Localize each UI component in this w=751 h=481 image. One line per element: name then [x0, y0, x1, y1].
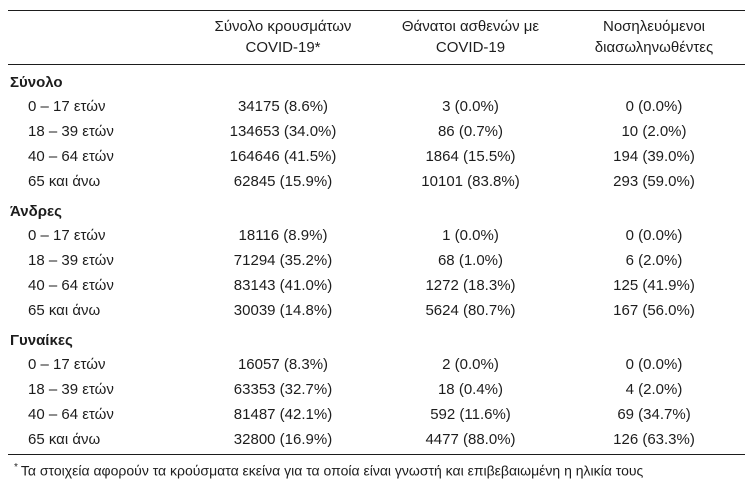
cases-cell: 164646 (41.5%) — [229, 148, 337, 165]
age-label-cell: 0 – 17 ετών — [28, 227, 106, 244]
intubated-cell: 126 (63.3%) — [613, 431, 695, 448]
table-row: 18 – 39 ετών 63353 (32.7%) 18 (0.4%) 4 (… — [8, 377, 745, 402]
intubated-cell: 10 (2.0%) — [621, 123, 687, 140]
column-header-total-cases: Σύνολο κρουσμάτων COVID-19* — [188, 10, 378, 65]
column-header-deaths: Θάνατοι ασθενών με COVID-19 — [378, 10, 563, 65]
table-row: 40 – 64 ετών 81487 (42.1%) 592 (11.6%) 6… — [8, 402, 745, 427]
covid-age-stats-table: Σύνολο κρουσμάτων COVID-19* Θάνατοι ασθε… — [8, 10, 745, 455]
cases-cell: 18116 (8.9%) — [238, 227, 328, 244]
age-label-cell: 65 και άνω — [28, 173, 101, 190]
cases-cell: 16057 (8.3%) — [237, 356, 329, 373]
deaths-cell: 1272 (18.3%) — [425, 277, 516, 294]
column-header-intubated-line1: Νοσηλευόμενοι — [602, 18, 705, 35]
column-header-intubated: Νοσηλευόμενοι διασωληνωθέντες — [563, 10, 745, 65]
table-row: 40 – 64 ετών 164646 (41.5%) 1864 (15.5%)… — [8, 144, 745, 169]
group-label: Γυναίκες — [10, 332, 73, 349]
intubated-cell: 6 (2.0%) — [625, 252, 683, 269]
deaths-cell: 4477 (88.0%) — [425, 431, 516, 448]
age-label-cell: 40 – 64 ετών — [28, 148, 114, 165]
age-label-cell: 18 – 39 ετών — [28, 252, 114, 269]
intubated-cell: 0 (0.0%) — [625, 356, 683, 373]
table-row: 65 και άνω 62845 (15.9%) 10101 (83.8%) 2… — [8, 169, 745, 194]
intubated-cell: 4 (2.0%) — [625, 381, 683, 398]
intubated-cell: 194 (39.0%) — [613, 148, 695, 165]
age-label-cell: 18 – 39 ετών — [28, 123, 114, 140]
cases-cell: 30039 (14.8%) — [233, 302, 333, 319]
deaths-cell: 68 (1.0%) — [437, 252, 504, 269]
intubated-cell: 167 (56.0%) — [613, 302, 695, 319]
deaths-cell: 592 (11.6%) — [430, 406, 511, 423]
cases-cell: 63353 (32.7%) — [233, 381, 333, 398]
cases-cell: 32800 (16.9%) — [233, 431, 333, 448]
intubated-cell: 69 (34.7%) — [617, 406, 691, 423]
column-header-deaths-line2: COVID-19 — [435, 39, 506, 56]
age-label-cell: 65 και άνω — [28, 431, 101, 448]
age-label-cell: 40 – 64 ετών — [28, 406, 114, 423]
cases-cell: 62845 (15.9%) — [233, 173, 333, 190]
intubated-cell: 125 (41.9%) — [613, 277, 695, 294]
table-row: 18 – 39 ετών 134653 (34.0%) 86 (0.7%) 10… — [8, 119, 745, 144]
row-label-column-header — [8, 10, 188, 65]
age-label-cell: 65 και άνω — [28, 302, 101, 319]
cases-cell: 134653 (34.0%) — [229, 123, 337, 140]
deaths-cell: 86 (0.7%) — [437, 123, 504, 140]
age-label-cell: 40 – 64 ετών — [28, 277, 114, 294]
intubated-cell: 293 (59.0%) — [613, 173, 695, 190]
column-header-total-cases-line1: Σύνολο κρουσμάτων — [214, 18, 352, 35]
column-header-total-cases-line2: COVID-19* — [245, 39, 321, 56]
table-row: 65 και άνω 30039 (14.8%) 5624 (80.7%) 16… — [8, 298, 745, 323]
footnote: * Τα στοιχεία αφορούν τα κρούσματα εκείνα… — [8, 455, 751, 480]
footnote-text: Τα στοιχεία αφορούν τα κρούσματα εκείνα … — [20, 462, 644, 479]
deaths-cell: 1 (0.0%) — [442, 227, 499, 244]
deaths-cell: 5624 (80.7%) — [425, 302, 516, 319]
cases-cell: 81487 (42.1%) — [233, 406, 333, 423]
age-label-cell: 0 – 17 ετών — [28, 98, 106, 115]
group-header-row-total: Σύνολο — [8, 65, 745, 95]
footnote-asterisk: * — [14, 462, 18, 473]
table-row: 18 – 39 ετών 71294 (35.2%) 68 (1.0%) 6 (… — [8, 248, 745, 273]
group-label: Σύνολο — [10, 74, 63, 91]
table-row: 40 – 64 ετών 83143 (41.0%) 1272 (18.3%) … — [8, 273, 745, 298]
group-header-row-men: Άνδρες — [8, 194, 745, 223]
deaths-cell: 18 (0.4%) — [437, 381, 504, 398]
cases-cell: 34175 (8.6%) — [237, 98, 329, 115]
table-row: 0 – 17 ετών 34175 (8.6%) 3 (0.0%) 0 (0.0… — [8, 94, 745, 119]
deaths-cell: 2 (0.0%) — [442, 356, 499, 373]
table-row: 0 – 17 ετών 18116 (8.9%) 1 (0.0%) 0 (0.0… — [8, 223, 745, 248]
deaths-cell: 1864 (15.5%) — [425, 148, 516, 165]
group-label: Άνδρες — [10, 203, 62, 220]
age-label-cell: 18 – 39 ετών — [28, 381, 114, 398]
intubated-cell: 0 (0.0%) — [625, 227, 683, 244]
deaths-cell: 3 (0.0%) — [442, 98, 499, 115]
column-header-deaths-line1: Θάνατοι ασθενών με — [401, 18, 540, 35]
deaths-cell: 10101 (83.8%) — [421, 173, 520, 190]
column-header-intubated-line2: διασωληνωθέντες — [594, 39, 714, 56]
cases-cell: 71294 (35.2%) — [233, 252, 333, 269]
table-row: 0 – 17 ετών 16057 (8.3%) 2 (0.0%) 0 (0.0… — [8, 352, 745, 377]
group-header-row-women: Γυναίκες — [8, 323, 745, 352]
cases-cell: 83143 (41.0%) — [233, 277, 333, 294]
intubated-cell: 0 (0.0%) — [625, 98, 683, 115]
header-row: Σύνολο κρουσμάτων COVID-19* Θάνατοι ασθε… — [8, 10, 745, 65]
age-label-cell: 0 – 17 ετών — [28, 356, 106, 373]
table-row: 65 και άνω 32800 (16.9%) 4477 (88.0%) 12… — [8, 427, 745, 455]
